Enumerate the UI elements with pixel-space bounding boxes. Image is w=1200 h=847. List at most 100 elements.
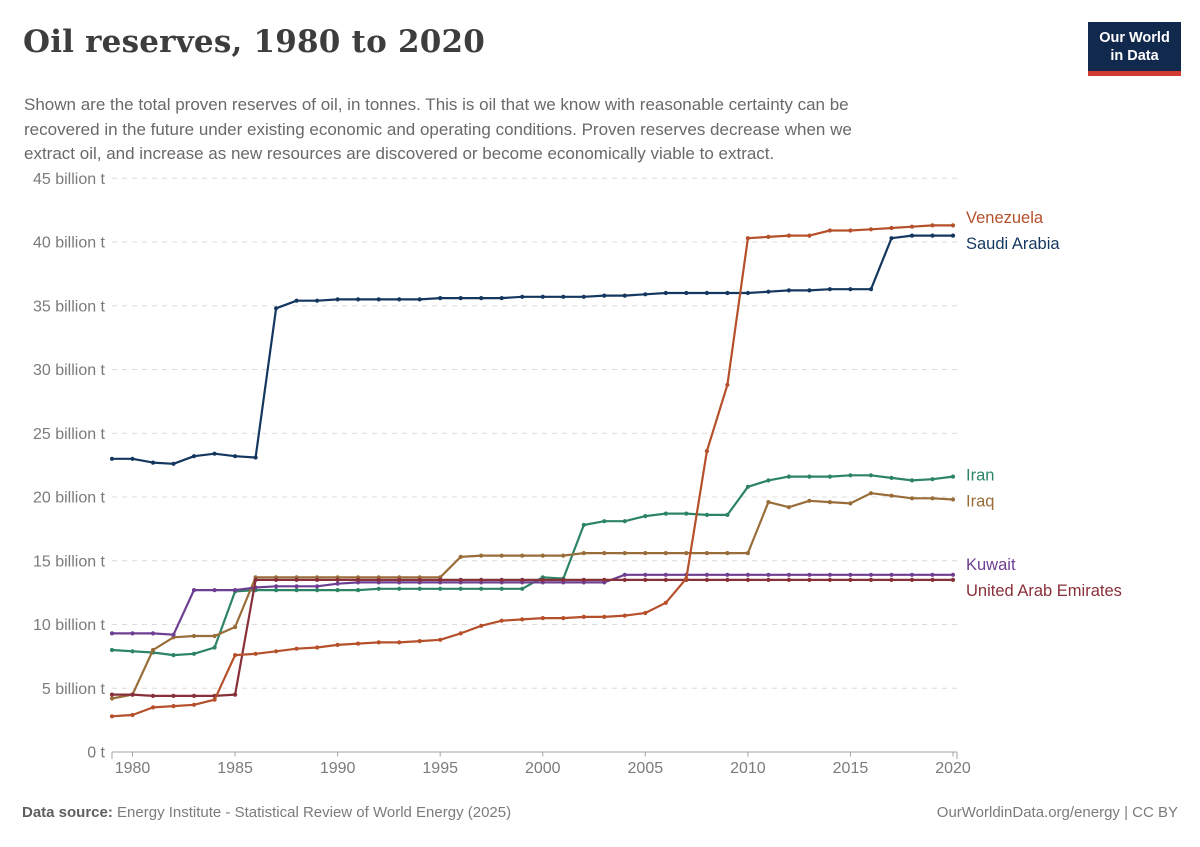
- series-point-iran: [335, 588, 340, 593]
- series-point-kuwait: [950, 572, 956, 577]
- series-point-saudi-arabia: [684, 290, 689, 296]
- series-point-saudi-arabia: [868, 287, 874, 292]
- series-point-venezuela: [315, 645, 320, 650]
- x-axis-tick-label: 2020: [935, 760, 971, 777]
- credit-link[interactable]: OurWorldinData.org/energy | CC BY: [936, 804, 1178, 821]
- series-point-kuwait: [663, 572, 668, 577]
- series-point-iraq: [745, 551, 751, 556]
- series-point-venezuela: [725, 382, 730, 387]
- series-point-saudi-arabia: [191, 454, 197, 459]
- series-point-venezuela: [807, 233, 812, 238]
- series-point-united-arab-emirates: [848, 577, 853, 583]
- series-point-saudi-arabia: [848, 287, 853, 292]
- series-point-iraq: [807, 498, 812, 503]
- series-point-kuwait: [848, 572, 853, 577]
- series-point-kuwait: [109, 631, 115, 636]
- series-point-united-arab-emirates: [438, 577, 443, 583]
- series-point-saudi-arabia: [335, 297, 340, 302]
- series-point-united-arab-emirates: [602, 577, 607, 583]
- series-point-iran: [356, 588, 361, 593]
- series-point-saudi-arabia: [643, 292, 648, 297]
- series-point-iran: [274, 588, 279, 593]
- series-point-saudi-arabia: [704, 290, 710, 296]
- series-point-united-arab-emirates: [109, 692, 115, 697]
- series-point-iran: [909, 478, 915, 483]
- series-point-kuwait: [643, 572, 648, 577]
- series-point-united-arab-emirates: [335, 577, 340, 583]
- series-point-saudi-arabia: [909, 233, 915, 238]
- series-point-saudi-arabia: [130, 456, 135, 461]
- series-point-united-arab-emirates: [950, 577, 956, 583]
- series-point-venezuela: [233, 653, 238, 658]
- series-point-venezuela: [499, 618, 504, 623]
- series-line-saudi-arabia[interactable]: [112, 234, 953, 465]
- series-point-united-arab-emirates: [909, 577, 915, 583]
- series-point-venezuela: [253, 651, 258, 656]
- series-point-iran: [191, 651, 197, 656]
- series-point-venezuela: [479, 623, 484, 628]
- series-point-iran: [889, 475, 894, 480]
- series-point-united-arab-emirates: [376, 577, 381, 583]
- series-point-iran: [499, 586, 504, 591]
- series-label-venezuela[interactable]: Venezuela: [966, 209, 1044, 227]
- series-point-iraq: [191, 633, 197, 639]
- x-axis-tick-label: 1980: [115, 760, 151, 777]
- series-point-kuwait: [704, 572, 710, 577]
- series-point-iran: [520, 586, 525, 591]
- series-point-united-arab-emirates: [827, 577, 833, 583]
- series-point-kuwait: [889, 572, 894, 577]
- series-point-venezuela: [109, 714, 115, 719]
- x-axis-tick-label: 2000: [525, 760, 561, 777]
- series-point-venezuela: [397, 640, 402, 645]
- series-point-kuwait: [212, 588, 217, 593]
- series-point-saudi-arabia: [786, 288, 792, 293]
- owid-logo-line1: Our World: [1099, 30, 1170, 46]
- series-line-united-arab-emirates[interactable]: [112, 578, 953, 698]
- series-point-united-arab-emirates: [930, 577, 935, 583]
- series-line-venezuela[interactable]: [111, 224, 953, 718]
- series-point-united-arab-emirates: [643, 577, 648, 583]
- series-label-saudi-arabia[interactable]: Saudi Arabia: [966, 235, 1060, 253]
- series-point-iran: [417, 586, 422, 591]
- series-point-kuwait: [622, 572, 627, 577]
- series-label-iran[interactable]: Iran: [966, 467, 994, 485]
- series-point-venezuela: [930, 223, 935, 228]
- series-point-venezuela: [294, 646, 299, 651]
- series-point-iran: [294, 588, 299, 593]
- series-point-iran: [212, 645, 217, 650]
- series-point-saudi-arabia: [581, 294, 586, 299]
- series-line-iraq[interactable]: [111, 492, 954, 700]
- series-line-kuwait[interactable]: [112, 573, 953, 636]
- series-point-iran: [704, 512, 710, 518]
- series-point-saudi-arabia: [479, 296, 484, 301]
- series-point-iran: [848, 473, 853, 478]
- series-point-iran: [663, 511, 668, 516]
- series-point-saudi-arabia: [622, 293, 627, 298]
- series-point-venezuela: [171, 704, 176, 709]
- series-point-venezuela: [602, 614, 607, 620]
- series-point-saudi-arabia: [294, 298, 299, 303]
- series-label-kuwait[interactable]: Kuwait: [966, 556, 1016, 574]
- series-point-iran: [766, 478, 771, 483]
- series-point-saudi-arabia: [376, 297, 381, 302]
- owid-logo[interactable]: Our World in Data: [1088, 22, 1181, 76]
- series-point-venezuela: [356, 641, 361, 646]
- x-axis-tick-label: 2010: [730, 760, 766, 777]
- series-point-united-arab-emirates: [356, 577, 361, 583]
- x-axis-tick-label: 1990: [320, 760, 356, 777]
- series-point-iran: [458, 586, 463, 591]
- series-point-iraq: [622, 551, 627, 556]
- series-point-saudi-arabia: [499, 296, 504, 301]
- subtitle-line: recovered in the future under existing e…: [24, 119, 852, 139]
- series-point-saudi-arabia: [930, 233, 935, 238]
- series-label-united-arab-emirates[interactable]: United Arab Emirates: [966, 582, 1122, 600]
- series-point-united-arab-emirates: [191, 693, 197, 699]
- series-point-kuwait: [827, 572, 833, 577]
- series-label-iraq[interactable]: Iraq: [966, 493, 994, 511]
- series-point-venezuela: [848, 228, 853, 233]
- series-point-kuwait: [745, 572, 751, 577]
- series-point-united-arab-emirates: [171, 693, 176, 699]
- series-point-venezuela: [540, 616, 545, 621]
- series-point-venezuela: [335, 642, 340, 648]
